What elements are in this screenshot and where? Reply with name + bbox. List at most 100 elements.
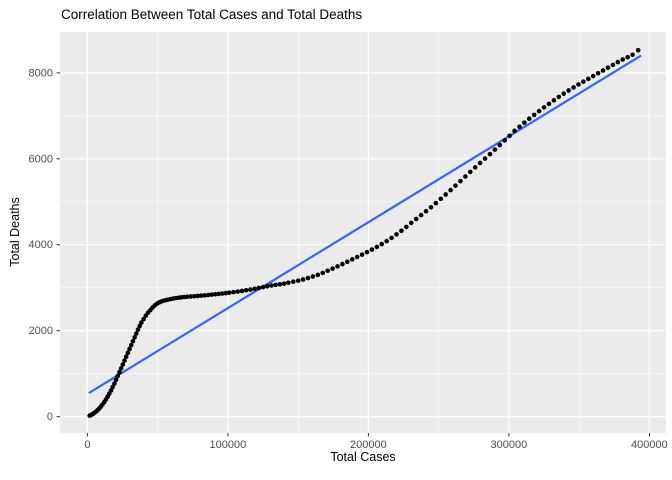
data-point — [112, 381, 117, 386]
data-point — [463, 174, 468, 179]
data-point — [231, 289, 236, 295]
data-point — [354, 254, 360, 260]
data-point — [384, 238, 389, 244]
data-point — [443, 192, 448, 197]
y-tick-label: 4000 — [29, 239, 53, 251]
x-tick-label: 0 — [84, 439, 90, 451]
data-point — [295, 278, 301, 283]
data-point — [635, 47, 641, 53]
y-tick-label: 2000 — [29, 325, 53, 337]
data-point — [277, 281, 283, 287]
data-point — [120, 362, 126, 367]
data-point — [235, 289, 241, 294]
data-point — [198, 293, 204, 298]
data-point — [526, 116, 532, 122]
data-point — [300, 277, 306, 282]
data-point — [227, 290, 232, 295]
data-point — [482, 156, 488, 161]
regression-line — [88, 54, 642, 394]
data-point — [195, 293, 200, 299]
data-point — [404, 224, 409, 230]
data-point — [330, 266, 335, 271]
data-point — [286, 280, 291, 286]
data-point — [315, 272, 321, 278]
data-point — [223, 290, 229, 296]
x-tick-label: 400000 — [631, 439, 668, 451]
data-point — [364, 249, 370, 255]
data-point — [625, 54, 630, 60]
data-point — [273, 282, 278, 288]
chart-title: Correlation Between Total Cases and Tota… — [61, 7, 363, 22]
data-point — [472, 165, 478, 170]
data-point — [127, 346, 132, 352]
data-point — [408, 220, 414, 226]
data-point — [188, 294, 193, 299]
data-point — [576, 82, 581, 87]
data-point — [605, 65, 611, 70]
data-point — [433, 200, 439, 206]
data-point — [310, 274, 316, 279]
data-point — [389, 235, 394, 241]
data-point — [219, 291, 225, 296]
data-point — [590, 73, 596, 79]
data-point — [458, 178, 463, 184]
data-point — [115, 373, 121, 379]
x-axis-title: Total Cases — [330, 450, 396, 464]
data-point — [418, 212, 424, 218]
data-point — [541, 105, 547, 110]
data-point — [252, 286, 257, 292]
data-point — [139, 320, 144, 325]
data-point — [340, 261, 345, 267]
data-point — [320, 270, 326, 276]
data-point — [399, 228, 404, 234]
data-point — [581, 79, 586, 84]
data-point — [428, 204, 434, 210]
data-point — [260, 284, 266, 290]
data-point — [595, 70, 601, 76]
data-point — [512, 128, 517, 134]
data-point — [108, 388, 114, 393]
data-point — [556, 94, 562, 100]
data-point — [243, 288, 249, 293]
data-point — [448, 187, 453, 193]
data-point — [281, 281, 287, 286]
data-point — [394, 232, 399, 237]
data-point — [561, 91, 567, 96]
data-point — [467, 169, 473, 175]
data-point — [122, 358, 127, 363]
data-point — [118, 366, 124, 371]
data-point — [130, 338, 136, 344]
data-point — [212, 292, 218, 297]
panel-background — [60, 32, 666, 433]
data-point — [132, 335, 137, 340]
data-point — [477, 160, 483, 166]
data-point — [345, 259, 350, 265]
data-point — [492, 147, 498, 152]
data-point — [502, 138, 507, 143]
data-point — [586, 76, 591, 82]
data-point — [239, 288, 245, 294]
data-point — [359, 252, 365, 257]
data-point — [135, 327, 141, 332]
data-point — [141, 316, 146, 322]
data-point — [571, 85, 576, 90]
data-point — [423, 208, 429, 214]
data-point — [497, 142, 503, 148]
data-point — [531, 112, 537, 118]
data-point — [205, 292, 211, 298]
data-point — [536, 108, 542, 114]
y-tick-label: 6000 — [29, 153, 53, 165]
data-point — [133, 331, 139, 336]
data-point — [600, 68, 606, 73]
data-point — [191, 293, 197, 299]
data-point — [125, 350, 131, 356]
data-point — [256, 285, 262, 291]
data-point — [335, 264, 340, 269]
data-point — [202, 293, 208, 298]
data-point — [369, 247, 375, 252]
data-point — [517, 124, 522, 130]
data-point — [438, 196, 444, 202]
y-axis-title: Total Deaths — [8, 197, 22, 267]
